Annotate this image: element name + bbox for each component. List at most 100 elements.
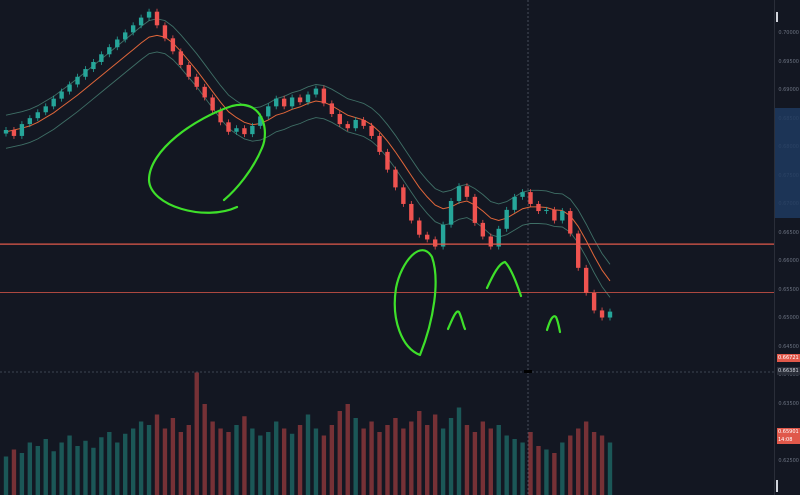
candle bbox=[599, 307, 605, 321]
candle-body bbox=[504, 209, 509, 229]
candle bbox=[266, 103, 271, 120]
axis-corner-mark-bottom bbox=[776, 480, 778, 492]
candle bbox=[107, 44, 112, 58]
candle bbox=[536, 200, 541, 215]
candle-body bbox=[432, 239, 438, 247]
candle-body bbox=[345, 124, 350, 129]
candle-body bbox=[337, 114, 342, 125]
volume-bar bbox=[202, 404, 207, 495]
volume-bar bbox=[576, 428, 581, 495]
candle-body bbox=[321, 88, 327, 104]
volume-bar bbox=[242, 416, 247, 495]
candle-body bbox=[123, 32, 128, 40]
candle bbox=[91, 59, 96, 73]
volume-bar bbox=[218, 428, 223, 495]
candle-body bbox=[480, 222, 486, 237]
volume-bar bbox=[329, 425, 335, 495]
candle-body bbox=[456, 186, 462, 201]
volume-bar bbox=[583, 421, 589, 495]
volume-bar bbox=[599, 435, 605, 495]
upper-band-line bbox=[5, 18, 611, 265]
volume-bar bbox=[83, 440, 88, 495]
volume-bar bbox=[107, 432, 112, 495]
volume-bar bbox=[321, 435, 327, 495]
candle bbox=[409, 200, 414, 224]
candle bbox=[297, 94, 303, 106]
candle-body bbox=[385, 151, 390, 170]
candle-body bbox=[369, 125, 374, 136]
candle bbox=[75, 73, 80, 88]
candle-body bbox=[274, 98, 279, 107]
volume-bar bbox=[512, 439, 517, 495]
candle-body bbox=[393, 169, 398, 188]
candle bbox=[520, 189, 525, 200]
candle-body bbox=[576, 233, 581, 268]
candle-body bbox=[234, 128, 239, 132]
candle-body bbox=[258, 116, 263, 126]
candle-body bbox=[186, 64, 191, 77]
candle-body bbox=[115, 39, 120, 48]
candle bbox=[560, 208, 565, 224]
candle bbox=[226, 119, 231, 135]
volume-bar bbox=[170, 418, 176, 495]
candle bbox=[313, 85, 319, 98]
candle-body bbox=[528, 192, 533, 204]
candle-body bbox=[67, 84, 72, 92]
price-tag-lower: 0.65901 bbox=[777, 428, 800, 436]
volume-bar bbox=[401, 428, 406, 495]
drawn-ellipse-1 bbox=[147, 103, 266, 214]
candle-body bbox=[59, 91, 64, 99]
volume-bar bbox=[123, 433, 128, 495]
candle bbox=[67, 81, 72, 95]
candle bbox=[329, 100, 335, 117]
volume-bar bbox=[456, 407, 462, 495]
volume-bar bbox=[146, 425, 152, 495]
price-axis-tick: 0.69500 bbox=[778, 58, 799, 65]
candle-body bbox=[178, 51, 184, 65]
candle bbox=[250, 122, 255, 138]
volume-bar bbox=[504, 435, 509, 495]
candle bbox=[425, 231, 430, 243]
candle bbox=[59, 88, 64, 102]
volume-bar bbox=[337, 411, 342, 495]
candle bbox=[234, 125, 239, 135]
price-axis[interactable]: 0.700000.695000.690000.685000.680000.675… bbox=[774, 0, 800, 495]
volume-bar bbox=[19, 453, 25, 495]
candle-body bbox=[281, 98, 287, 107]
volume-bar bbox=[440, 428, 446, 495]
candle bbox=[385, 148, 390, 173]
candle-body bbox=[488, 236, 493, 247]
volume-bar bbox=[432, 414, 438, 495]
candle-body bbox=[162, 25, 168, 39]
price-axis-tick: 0.65000 bbox=[778, 315, 799, 321]
candle bbox=[3, 127, 9, 137]
volume-bar bbox=[568, 435, 573, 495]
candle bbox=[27, 115, 33, 128]
candle bbox=[99, 51, 104, 65]
price-tag-lower-time: 14:08 bbox=[777, 436, 800, 444]
volume-bar bbox=[289, 433, 295, 495]
candle-body bbox=[552, 209, 557, 221]
candle-body bbox=[138, 17, 144, 26]
volume-bar bbox=[544, 449, 549, 495]
volume-bar bbox=[115, 442, 120, 495]
price-tag-upper: 0.66721 bbox=[777, 354, 800, 362]
candle bbox=[202, 83, 207, 101]
candle bbox=[512, 193, 517, 213]
volume-bar bbox=[99, 437, 104, 495]
drawn-peak-3 bbox=[545, 315, 562, 334]
candle-body bbox=[99, 54, 104, 62]
volume-bar bbox=[361, 428, 366, 495]
candle-body bbox=[297, 97, 303, 103]
candle-body bbox=[242, 128, 247, 135]
candle bbox=[401, 184, 406, 207]
volume-bar bbox=[67, 435, 72, 495]
volume-bar bbox=[496, 425, 501, 495]
candle bbox=[83, 66, 88, 80]
candle bbox=[583, 264, 589, 296]
volume-bar bbox=[210, 421, 215, 495]
hand-drawings bbox=[147, 103, 562, 357]
drawn-peak-2 bbox=[485, 260, 523, 298]
price-axis-tick: 0.66500 bbox=[778, 229, 799, 236]
